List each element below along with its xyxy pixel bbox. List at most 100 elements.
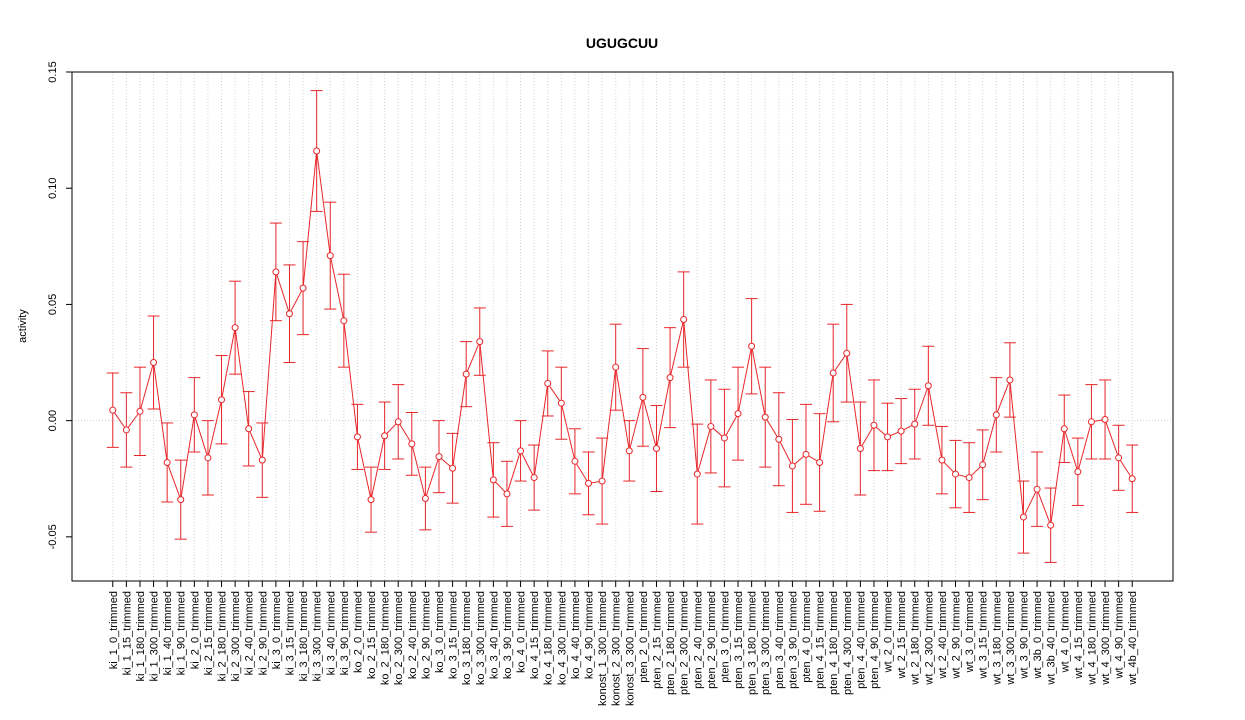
data-point bbox=[231, 324, 239, 332]
data-point bbox=[924, 382, 932, 390]
x-tick-label: ki_1_180_trimmed bbox=[135, 591, 147, 682]
data-point bbox=[340, 317, 348, 325]
x-tick-label: wt_2_300_trimmed bbox=[923, 591, 935, 686]
data-point bbox=[1074, 468, 1082, 476]
data-point bbox=[680, 316, 688, 324]
data-point bbox=[1060, 425, 1068, 433]
x-tick-label: pten_3_15_trimmed bbox=[733, 591, 745, 689]
y-tick-label: 0.00 bbox=[47, 410, 59, 431]
x-tick-label: ki_2_15_trimmed bbox=[203, 591, 215, 675]
data-point bbox=[489, 476, 497, 484]
x-tick-label: wt_3_15_trimmed bbox=[978, 591, 990, 679]
data-point bbox=[1101, 415, 1109, 423]
x-tick-label: pten_2_180_trimmed bbox=[665, 591, 677, 695]
data-point bbox=[938, 456, 946, 464]
x-tick-label: pten_4_90_trimmed bbox=[869, 591, 881, 689]
data-point bbox=[788, 462, 796, 470]
data-point bbox=[530, 474, 538, 482]
x-tick-label: konost_2_300_trimmed bbox=[611, 591, 623, 706]
x-tick-label: ki_3_0_trimmed bbox=[271, 591, 283, 669]
x-tick-label: ko_4_40_trimmed bbox=[570, 591, 582, 679]
x-tick-label: ki_3_180_trimmed bbox=[298, 591, 310, 682]
x-tick-label: pten_3_0_trimmed bbox=[719, 591, 731, 683]
x-tick-label: wt_4_0_trimmed bbox=[1059, 591, 1071, 673]
data-point bbox=[829, 369, 837, 377]
x-tick-label: wt_3_90_trimmed bbox=[1018, 591, 1030, 679]
data-point bbox=[952, 470, 960, 478]
data-point bbox=[1047, 521, 1055, 529]
x-tick-label: ki_2_90_trimmed bbox=[257, 591, 269, 675]
x-tick-label: pten_2_40_trimmed bbox=[692, 591, 704, 689]
x-tick-label: ko_4_0_trimmed bbox=[516, 591, 528, 673]
x-tick-label: pten_4_300_trimmed bbox=[842, 591, 854, 695]
data-point bbox=[258, 456, 266, 464]
y-tick-label: 0.10 bbox=[47, 177, 59, 198]
data-point bbox=[313, 147, 321, 155]
plot-frame bbox=[71, 71, 1174, 582]
x-tick-label: ko_3_15_trimmed bbox=[448, 591, 460, 679]
x-tick-label: ki_1_0_trimmed bbox=[108, 591, 120, 669]
x-tick-label: ko_3_0_trimmed bbox=[434, 591, 446, 673]
data-point bbox=[1033, 485, 1041, 493]
data-point bbox=[761, 413, 769, 421]
x-tick-label: ki_3_90_trimmed bbox=[339, 591, 351, 675]
y-tick-label: 0.05 bbox=[47, 294, 59, 315]
data-point bbox=[843, 349, 851, 357]
chart-title: UGUGCUU bbox=[586, 35, 658, 51]
data-point bbox=[299, 284, 307, 292]
x-tick-label: pten_3_90_trimmed bbox=[787, 591, 799, 689]
x-tick-label: pten_2_300_trimmed bbox=[679, 591, 691, 695]
x-tick-label: wt_3_180_trimmed bbox=[991, 591, 1003, 686]
data-point bbox=[381, 432, 389, 440]
x-tick-label: wt_2_0_trimmed bbox=[883, 591, 895, 673]
x-tick-label: konost_3_300_trimmed bbox=[624, 591, 636, 706]
x-tick-label: ki_1_40_trimmed bbox=[162, 591, 174, 675]
data-point bbox=[693, 470, 701, 478]
data-point bbox=[1006, 376, 1014, 384]
x-tick-label: ko_3_90_trimmed bbox=[502, 591, 514, 679]
x-tick-label: ko_2_300_trimmed bbox=[393, 591, 405, 685]
data-point bbox=[870, 421, 878, 429]
x-tick-label: konost_1_300_trimmed bbox=[597, 591, 609, 706]
x-tick-label: ki_1_90_trimmed bbox=[176, 591, 188, 675]
x-tick-label: ko_2_90_trimmed bbox=[420, 591, 432, 679]
data-point bbox=[503, 490, 511, 498]
x-tick-label: ki_3_40_trimmed bbox=[325, 591, 337, 675]
x-tick-label: pten_2_0_trimmed bbox=[638, 591, 650, 683]
x-tick-label: pten_4_15_trimmed bbox=[815, 591, 827, 689]
data-point bbox=[1115, 454, 1123, 462]
data-point bbox=[517, 447, 525, 455]
x-tick-label: ko_4_90_trimmed bbox=[584, 591, 596, 679]
x-tick-label: wt_2_90_trimmed bbox=[951, 591, 963, 679]
x-tick-label: ki_3_300_trimmed bbox=[312, 591, 324, 682]
x-tick-label: ko_2_40_trimmed bbox=[407, 591, 419, 679]
data-point bbox=[571, 457, 579, 465]
data-point bbox=[272, 268, 280, 276]
x-tick-label: ko_4_180_trimmed bbox=[543, 591, 555, 685]
x-tick-label: ki_1_300_trimmed bbox=[149, 591, 161, 682]
x-tick-label: ko_3_300_trimmed bbox=[475, 591, 487, 685]
x-tick-label: ko_2_0_trimmed bbox=[352, 591, 364, 673]
x-tick-label: pten_2_90_trimmed bbox=[706, 591, 718, 689]
data-point bbox=[1087, 418, 1095, 426]
x-tick-label: ki_2_180_trimmed bbox=[217, 591, 229, 682]
x-tick-label: ko_2_180_trimmed bbox=[380, 591, 392, 685]
x-tick-label: ki_2_300_trimmed bbox=[230, 591, 242, 682]
data-point bbox=[109, 406, 117, 414]
x-tick-label: wt_3b_0_trimmed bbox=[1032, 591, 1044, 679]
data-point bbox=[748, 342, 756, 350]
data-point bbox=[421, 494, 429, 502]
data-point bbox=[612, 363, 620, 371]
data-point bbox=[897, 427, 905, 435]
x-tick-label: pten_3_40_trimmed bbox=[774, 591, 786, 689]
y-tick-label: -0.05 bbox=[47, 524, 59, 549]
data-point bbox=[707, 422, 715, 430]
data-point bbox=[326, 252, 334, 260]
data-point bbox=[177, 496, 185, 504]
x-tick-label: pten_2_15_trimmed bbox=[651, 591, 663, 689]
data-point bbox=[462, 370, 470, 378]
x-tick-label: pten_4_180_trimmed bbox=[828, 591, 840, 695]
x-tick-label: wt_4_15_trimmed bbox=[1073, 591, 1085, 679]
data-point bbox=[734, 410, 742, 418]
